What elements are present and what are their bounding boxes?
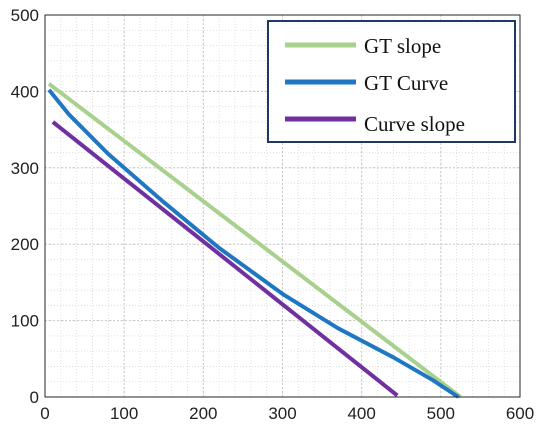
legend-label-gt-slope: GT slope xyxy=(364,34,441,58)
series-line-gt-slope xyxy=(47,82,462,399)
x-tick-label: 600 xyxy=(506,404,534,423)
legend: GT slope GT Curve Curve slope xyxy=(267,20,516,143)
x-tick-label: 200 xyxy=(189,404,217,423)
tick-labels: 0 100 200 300 400 500 600 0 100 200 300 400 500 xyxy=(11,6,535,423)
y-tick-label: 0 xyxy=(30,388,39,407)
legend-label-gt-curve: GT Curve xyxy=(364,71,448,95)
y-tick-label: 300 xyxy=(11,159,39,178)
plot-frame xyxy=(44,14,521,398)
y-tick-label: 100 xyxy=(11,312,39,331)
x-tick-label: 100 xyxy=(110,404,138,423)
x-tick-label: 400 xyxy=(347,404,375,423)
series-layer xyxy=(47,82,462,399)
x-tick-label: 0 xyxy=(40,404,49,423)
x-tick-label: 300 xyxy=(268,404,296,423)
series-line-curve-slope xyxy=(51,120,399,398)
y-tick-label: 500 xyxy=(11,6,39,25)
y-tick-label: 400 xyxy=(11,82,39,101)
legend-label-curve-slope: Curve slope xyxy=(364,112,465,136)
series-line-gt-curve xyxy=(47,88,460,399)
x-tick-label: 500 xyxy=(427,404,455,423)
y-tick-label: 200 xyxy=(11,235,39,254)
